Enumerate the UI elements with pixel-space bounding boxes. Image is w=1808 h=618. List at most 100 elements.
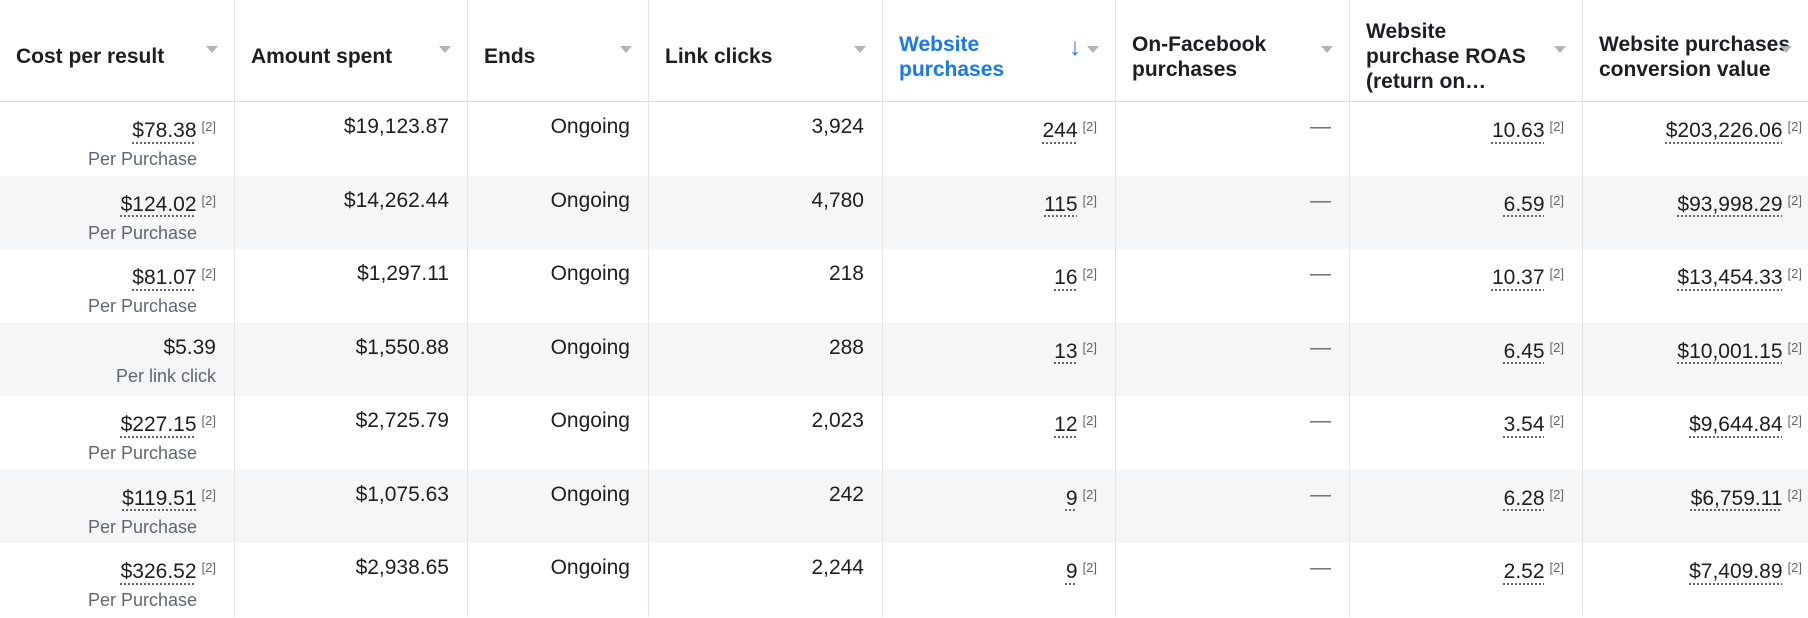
- column-header[interactable]: Ends: [468, 0, 649, 102]
- footnote-marker[interactable]: [2]: [1549, 119, 1564, 134]
- website-purchases-value[interactable]: 115: [1044, 192, 1078, 216]
- website-purchase-roas-value[interactable]: 3.54: [1503, 413, 1545, 436]
- sort-descending-arrow-icon[interactable]: ↓: [1069, 34, 1081, 61]
- website-purchase-roas-value[interactable]: 6.59: [1503, 192, 1545, 216]
- column-header[interactable]: Cost per result: [0, 0, 235, 102]
- website-purchase-roas-value[interactable]: 10.37: [1491, 266, 1545, 289]
- table-cell-link-clicks: 242: [649, 469, 883, 543]
- cell-value-line: $7,409.89 [2]: [1591, 556, 1802, 584]
- website-purchases-value[interactable]: 12: [1054, 413, 1078, 436]
- footnote-marker[interactable]: [2]: [1549, 266, 1564, 281]
- chevron-down-icon[interactable]: [1780, 46, 1792, 53]
- cost-per-result-value[interactable]: $227.15: [120, 413, 197, 436]
- chevron-down-icon[interactable]: [1554, 46, 1566, 53]
- table-cell-cost-per-result: $124.02 [2] Per Purchase: [0, 175, 235, 249]
- conversion-value-value[interactable]: $7,409.89: [1689, 560, 1783, 583]
- cell-value-line: Ongoing: [476, 262, 630, 286]
- chevron-down-icon[interactable]: [854, 46, 866, 53]
- column-header[interactable]: On-Facebook purchases: [1116, 0, 1350, 102]
- cell-value-line: 9 [2]: [891, 556, 1097, 584]
- cell-value-line: 2,023: [657, 409, 864, 433]
- footnote-marker[interactable]: [2]: [1082, 119, 1097, 134]
- chevron-down-icon[interactable]: [206, 46, 218, 53]
- column-header[interactable]: Website purchases ↓: [883, 0, 1116, 102]
- website-purchase-roas-value[interactable]: 2.52: [1503, 560, 1545, 583]
- website-purchases-value[interactable]: 9: [1065, 486, 1078, 510]
- conversion-value-value[interactable]: $6,759.11: [1690, 486, 1783, 510]
- link-clicks-value: 4,780: [811, 188, 864, 212]
- table-cell-website-purchases: 13 [2]: [883, 322, 1116, 396]
- footnote-marker[interactable]: [2]: [1082, 339, 1097, 355]
- website-purchase-roas-value[interactable]: 6.45: [1503, 339, 1545, 363]
- table-cell-website-purchases: 9 [2]: [883, 543, 1116, 617]
- footnote-marker[interactable]: [2]: [1082, 266, 1097, 281]
- column-header[interactable]: Amount spent: [235, 0, 468, 102]
- conversion-value-value[interactable]: $9,644.84: [1689, 413, 1783, 436]
- column-header[interactable]: Website purchases conversion value: [1583, 0, 1808, 102]
- cell-value-line: 6.28 [2]: [1358, 483, 1564, 511]
- amount-spent-value: $2,725.79: [355, 409, 449, 432]
- footnote-marker[interactable]: [2]: [1787, 486, 1802, 502]
- footnote-marker[interactable]: [2]: [1787, 192, 1802, 208]
- table-cell-conversion-value: $203,226.06 [2]: [1583, 102, 1808, 176]
- footnote-marker[interactable]: [2]: [1787, 119, 1802, 134]
- website-purchases-value[interactable]: 244: [1042, 119, 1078, 142]
- website-purchases-value[interactable]: 16: [1054, 266, 1078, 289]
- footnote-marker[interactable]: [2]: [201, 413, 216, 428]
- table-cell-link-clicks: 4,780: [649, 175, 883, 249]
- chevron-down-icon[interactable]: [439, 46, 451, 53]
- footnote-marker[interactable]: [2]: [1082, 192, 1097, 208]
- cell-value-line: $1,075.63: [243, 483, 449, 507]
- chevron-down-icon[interactable]: [1321, 46, 1333, 53]
- table-cell-link-clicks: 3,924: [649, 102, 883, 176]
- footnote-marker[interactable]: [2]: [1082, 413, 1097, 428]
- conversion-value-value[interactable]: $203,226.06: [1665, 119, 1783, 142]
- cell-value-line: —: [1124, 556, 1331, 580]
- cost-per-result-value[interactable]: $326.52: [120, 560, 197, 583]
- conversion-value-value[interactable]: $13,454.33: [1677, 266, 1783, 289]
- cell-value-line: 288: [657, 336, 864, 360]
- conversion-value-value[interactable]: $93,998.29: [1677, 192, 1783, 216]
- conversion-value-value[interactable]: $10,001.15: [1677, 339, 1783, 363]
- footnote-marker[interactable]: [2]: [201, 486, 216, 502]
- footnote-marker[interactable]: [2]: [201, 560, 216, 575]
- table-cell-link-clicks: 288: [649, 322, 883, 396]
- footnote-marker[interactable]: [2]: [1787, 560, 1802, 575]
- footnote-marker[interactable]: [2]: [1549, 486, 1564, 502]
- cost-per-result-value[interactable]: $124.02: [120, 192, 197, 216]
- result-type-label: Per Purchase: [87, 443, 197, 463]
- footnote-marker[interactable]: [2]: [1549, 560, 1564, 575]
- website-purchase-roas-value[interactable]: 10.63: [1491, 119, 1545, 142]
- footnote-marker[interactable]: [2]: [1549, 192, 1564, 208]
- table-cell-on-facebook-purchases: —: [1116, 396, 1350, 470]
- footnote-marker[interactable]: [2]: [1787, 266, 1802, 281]
- cost-per-result-value[interactable]: $81.07: [132, 266, 197, 289]
- website-purchase-roas-value[interactable]: 6.28: [1503, 486, 1545, 510]
- chevron-down-icon[interactable]: [1087, 46, 1099, 53]
- footnote-marker[interactable]: [2]: [1787, 339, 1802, 355]
- column-header[interactable]: Website purchase ROAS (return on…: [1350, 0, 1583, 102]
- footnote-marker[interactable]: [2]: [1549, 339, 1564, 355]
- column-header-label: Link clicks: [665, 45, 773, 68]
- footnote-marker[interactable]: [2]: [201, 119, 216, 134]
- chevron-down-icon[interactable]: [620, 46, 632, 53]
- footnote-marker[interactable]: [2]: [201, 192, 216, 208]
- footnote-marker[interactable]: [2]: [1082, 486, 1097, 502]
- cost-per-result-value[interactable]: $78.38: [132, 119, 197, 142]
- footnote-marker[interactable]: [2]: [1549, 413, 1564, 428]
- on-facebook-purchases-value: —: [1310, 335, 1331, 359]
- table-cell-website-purchase-roas: 2.52 [2]: [1350, 543, 1583, 617]
- footnote-marker[interactable]: [2]: [1082, 560, 1097, 575]
- column-header[interactable]: Link clicks: [649, 0, 883, 102]
- table-cell-conversion-value: $10,001.15 [2]: [1583, 322, 1808, 396]
- footnote-marker[interactable]: [2]: [1787, 413, 1802, 428]
- table-cell-website-purchase-roas: 3.54 [2]: [1350, 396, 1583, 470]
- cost-per-result-value[interactable]: $119.51: [122, 486, 197, 510]
- link-clicks-value: 2,023: [811, 409, 864, 432]
- cell-value-line: 4,780: [657, 189, 864, 213]
- footnote-marker[interactable]: [2]: [201, 266, 216, 281]
- table-cell-link-clicks: 2,023: [649, 396, 883, 470]
- website-purchases-value[interactable]: 9: [1065, 560, 1078, 583]
- amount-spent-value: $1,075.63: [355, 482, 449, 506]
- website-purchases-value[interactable]: 13: [1054, 339, 1078, 363]
